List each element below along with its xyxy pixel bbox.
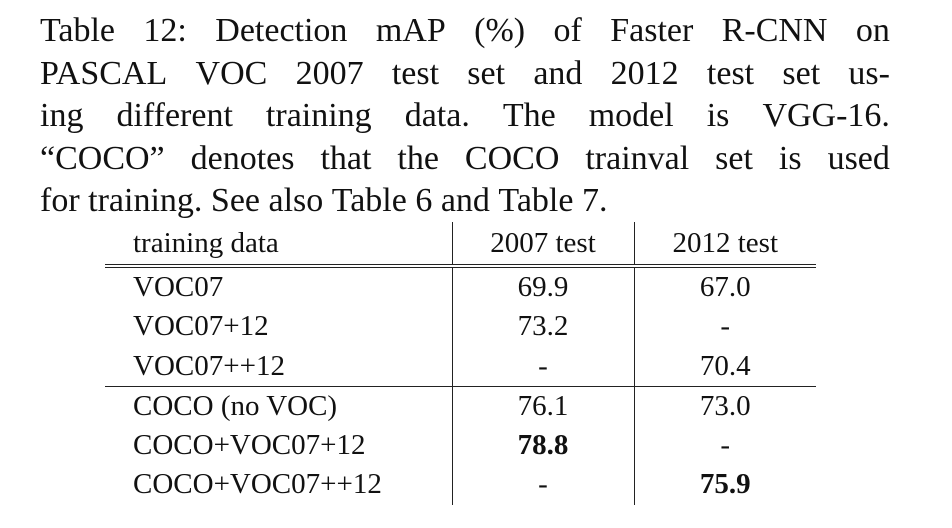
cell-2012: 73.0 <box>634 385 816 427</box>
caption-word: the <box>397 139 439 177</box>
header-2012-test: 2012 test <box>672 227 779 259</box>
caption-word: of <box>553 12 582 49</box>
caption-word: Table <box>331 182 407 219</box>
table-row: VOC07++12 - 70.4 <box>105 346 816 387</box>
caption-word: VOC <box>195 54 268 92</box>
caption-word: that <box>320 139 372 177</box>
caption-word: is <box>778 139 802 177</box>
caption-word: trainval <box>585 139 690 177</box>
cell-2007: 76.1 <box>452 385 635 427</box>
row-label: VOC07++12 <box>105 346 453 387</box>
caption-line: for training. See also Table 6 and Table 7. <box>40 180 890 223</box>
row-label: COCO+VOC07++12 <box>105 465 453 505</box>
cell-2012: 70.4 <box>699 349 751 382</box>
caption-word: used <box>827 139 890 177</box>
caption-word: Table <box>498 182 574 219</box>
caption-word: 6 <box>415 182 433 219</box>
caption-word: 2012 <box>610 54 679 92</box>
caption-word: model <box>588 97 674 134</box>
caption-word: Table <box>40 12 116 49</box>
caption-word: mAP <box>375 12 446 49</box>
cell-2007: - <box>452 346 635 387</box>
caption-word: R-CNN <box>721 12 828 49</box>
caption-word: data. <box>404 97 470 134</box>
cell-2012: 67.0 <box>699 271 751 303</box>
caption-word: and <box>440 182 490 219</box>
table-row: COCO+VOC07++12 - 75.9 <box>105 465 816 505</box>
row-label: VOC07 <box>105 266 453 308</box>
caption-word: 2007 <box>295 54 364 92</box>
table-header-row: training data 2007 test 2012 test <box>105 222 816 266</box>
table-row: VOC07 69.9 67.0 <box>105 266 816 308</box>
table-row: COCO (no VOC) 76.1 73.0 <box>105 385 816 427</box>
cell-2012: - <box>720 310 731 343</box>
caption-word: (%) <box>474 12 526 49</box>
table-row: COCO+VOC07+12 78.8 - <box>105 426 816 466</box>
header-training-data: training data <box>105 222 453 266</box>
row-label: VOC07+12 <box>105 307 453 347</box>
caption-line: “COCO” denotes that the COCO trainval set is use… <box>40 138 890 181</box>
header-2007-test: 2007 test <box>452 222 635 266</box>
caption-word: and <box>533 54 583 92</box>
caption-word: set <box>715 139 753 177</box>
caption-word: denotes <box>190 139 295 177</box>
caption-word: test <box>706 54 755 92</box>
caption-word: on <box>855 12 890 49</box>
cell-2007: - <box>452 465 635 505</box>
caption-word: test <box>391 54 440 92</box>
caption-word: also <box>268 182 324 219</box>
caption-word: “COCO” <box>40 139 165 177</box>
cell-2012: 75.9 <box>699 468 751 501</box>
cell-2012: - <box>720 429 731 462</box>
table-row: VOC07+12 73.2 - <box>105 307 816 347</box>
caption-word: ing <box>40 97 84 134</box>
caption-word: different <box>116 97 233 134</box>
results-table-container: training data 2007 test 2012 test VOC07 … <box>105 222 816 505</box>
row-label: COCO+VOC07+12 <box>105 426 453 466</box>
caption-word: set <box>467 54 506 92</box>
caption-word: set <box>782 54 821 92</box>
row-label: COCO (no VOC) <box>105 385 453 427</box>
caption-word: COCO <box>464 139 560 177</box>
caption-line: Table 12: Detection mAP (%) of Faster R-CNN on <box>40 10 890 53</box>
caption-word: 12: <box>143 12 187 49</box>
table-caption: Table 12: Detection mAP (%) of Faster R-CNN on PA… <box>40 10 890 223</box>
caption-line: PASCAL VOC 2007 test set and 2012 test set us- <box>40 53 890 96</box>
cell-2007: 69.9 <box>452 266 635 308</box>
cell-2007: 78.8 <box>452 426 635 466</box>
results-table: training data 2007 test 2012 test VOC07 … <box>105 222 816 505</box>
caption-word: PASCAL <box>40 54 168 92</box>
caption-word: The <box>502 97 556 134</box>
caption-word: Faster <box>610 12 694 49</box>
caption-line: ing different training data. The model is VGG-1… <box>40 95 890 138</box>
caption-word: us- <box>848 54 890 92</box>
caption-word: See <box>210 182 261 219</box>
caption-word: training <box>265 97 372 134</box>
caption-word: Detection <box>215 12 348 49</box>
caption-word: VGG-16. <box>762 97 890 134</box>
caption-word: for <box>40 182 80 219</box>
cell-2007: 73.2 <box>452 307 635 347</box>
caption-word: 7. <box>581 182 608 219</box>
caption-word: training. <box>88 182 203 219</box>
caption-word: is <box>706 97 730 134</box>
